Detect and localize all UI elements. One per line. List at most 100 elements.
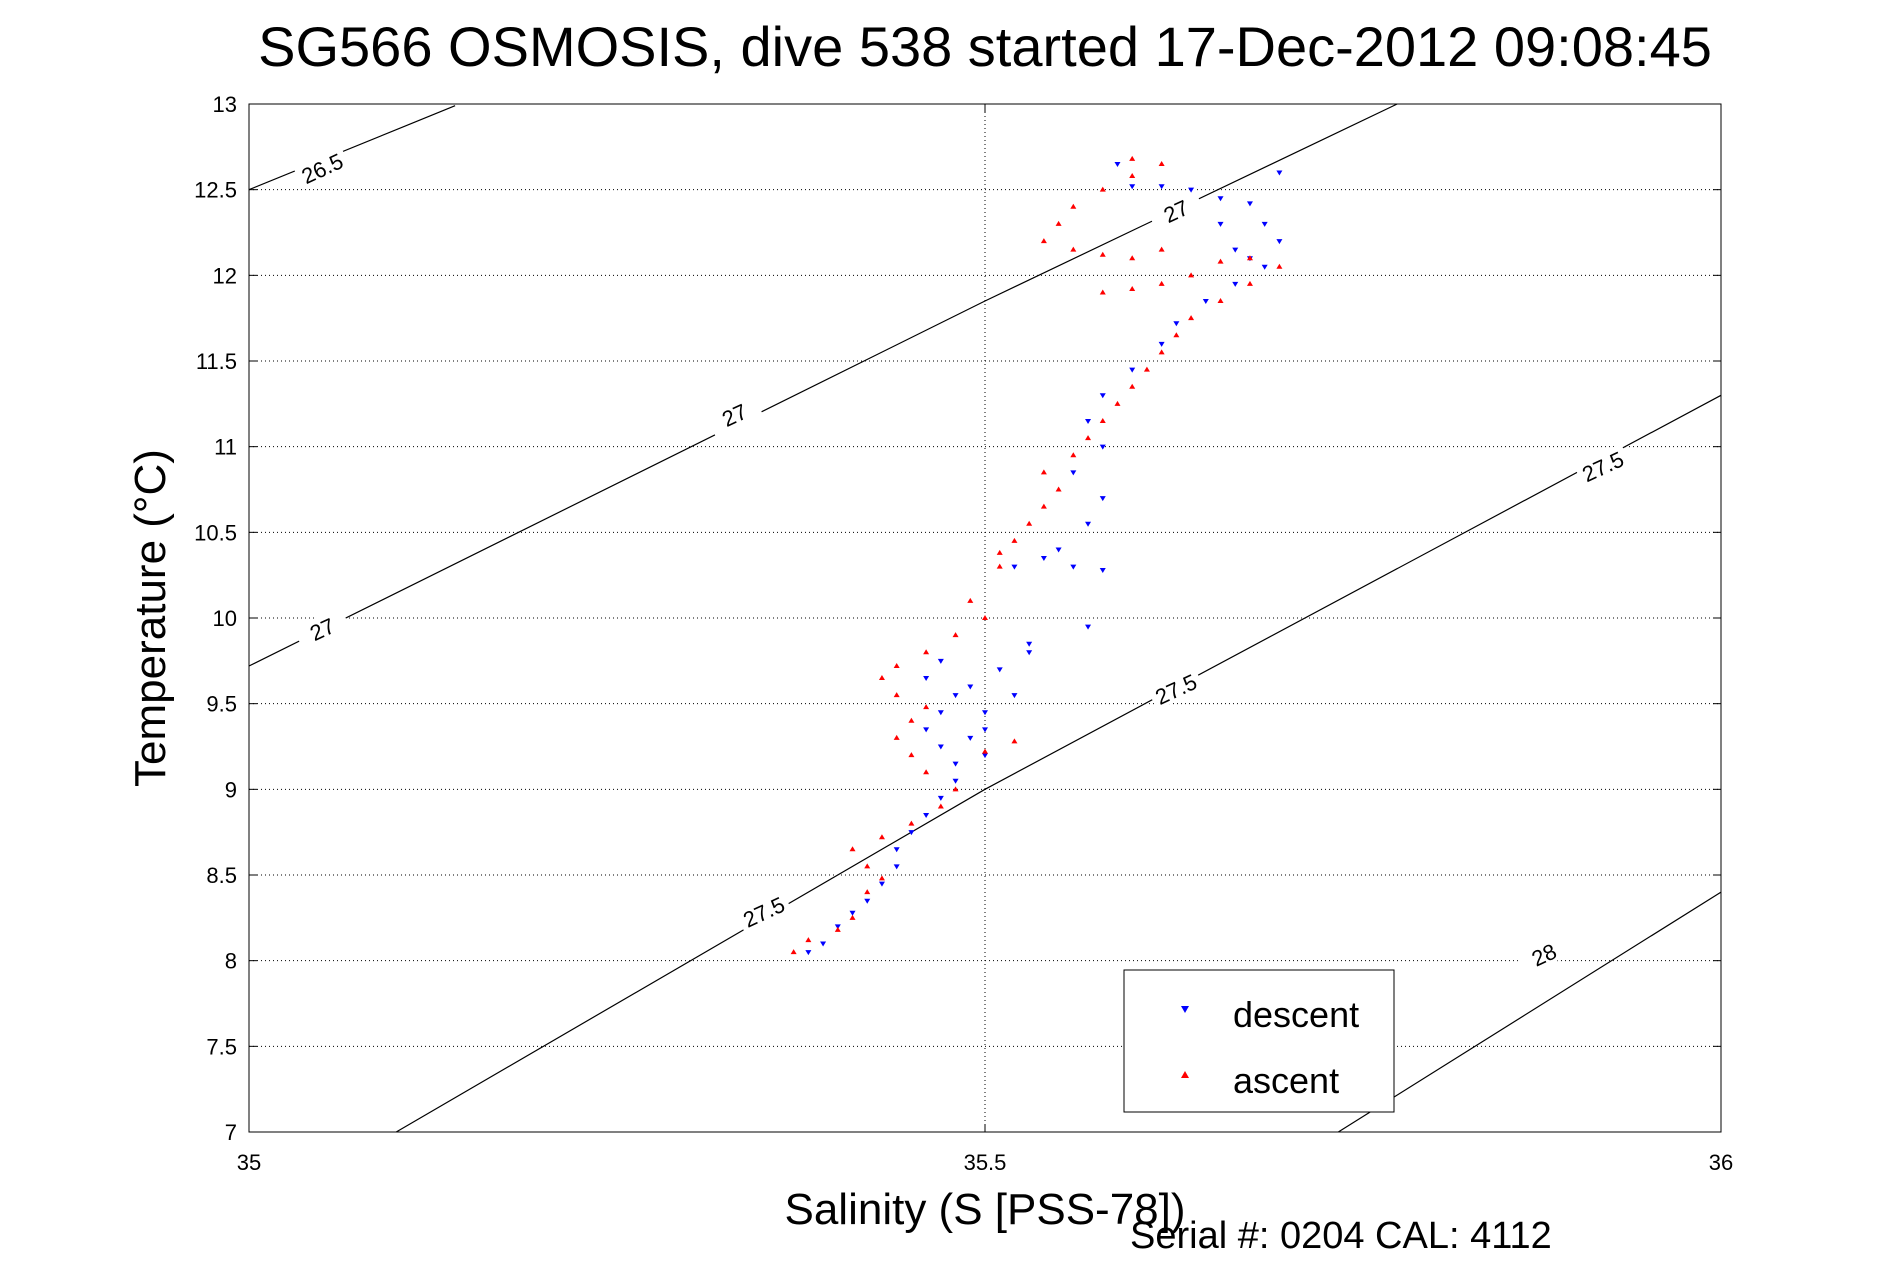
descent-point bbox=[1217, 196, 1224, 202]
descent-point bbox=[982, 710, 988, 716]
ascent-point bbox=[893, 662, 900, 668]
ascent-point bbox=[952, 786, 959, 792]
descent-point bbox=[952, 778, 959, 784]
ascent-point bbox=[1011, 738, 1018, 744]
descent-point bbox=[923, 813, 930, 819]
legend: descent ascent bbox=[1123, 969, 1395, 1113]
descent-point bbox=[1040, 556, 1047, 562]
descent-point bbox=[1173, 321, 1180, 327]
descent-point bbox=[1085, 624, 1092, 630]
ascent-point bbox=[952, 632, 959, 638]
ascent-point bbox=[1246, 255, 1253, 261]
ascent-point bbox=[1026, 520, 1033, 526]
x-tick-label: 35 bbox=[237, 1150, 261, 1175]
ascent-point bbox=[1217, 258, 1224, 264]
axis-ticks: 7 7.5 8 8.5 9 9.5 10 10.5 11 11.5 12 12.5 13 35 35.5 36 bbox=[194, 92, 1733, 1175]
descent-point bbox=[1099, 568, 1106, 574]
descent-point bbox=[923, 727, 930, 733]
serial-cal-footer: Serial #: 0204 CAL: 4112 bbox=[1130, 1215, 1552, 1257]
x-tick-label: 36 bbox=[1709, 1150, 1733, 1175]
y-tick-label: 10.5 bbox=[194, 520, 237, 545]
ascent-point bbox=[849, 914, 856, 920]
descent-point bbox=[1011, 693, 1018, 699]
descent-point bbox=[1026, 641, 1033, 647]
y-tick-label: 13 bbox=[213, 92, 237, 117]
ascent-point bbox=[1276, 263, 1283, 269]
ascent-point bbox=[1173, 332, 1180, 338]
ascent-point bbox=[1129, 286, 1136, 292]
ascent-point bbox=[1246, 280, 1253, 286]
ascent-point bbox=[996, 549, 1003, 555]
descent-point bbox=[1261, 221, 1268, 227]
descent-point bbox=[1114, 161, 1121, 167]
legend-descent-label: descent bbox=[1233, 994, 1359, 1035]
x-axis-label: Salinity (S [PSS-78]) bbox=[784, 1185, 1185, 1234]
descent-point bbox=[1085, 521, 1092, 527]
descent-point bbox=[1276, 239, 1283, 245]
descent-point bbox=[1085, 418, 1092, 424]
ascent-point bbox=[1158, 246, 1165, 252]
descent-point bbox=[1188, 187, 1195, 193]
descent-point bbox=[1202, 299, 1209, 305]
contour-line-27.5 bbox=[395, 394, 1722, 1133]
ascent-point bbox=[1129, 255, 1136, 261]
descent-point bbox=[820, 941, 827, 947]
descent-point bbox=[1099, 496, 1106, 502]
ascent-point bbox=[893, 692, 900, 698]
descent-point bbox=[923, 675, 930, 681]
ascent-point bbox=[1040, 503, 1047, 509]
contour-label-bg bbox=[293, 145, 351, 190]
y-tick-label: 7 bbox=[225, 1120, 237, 1145]
legend-ascent-marker bbox=[1181, 1071, 1189, 1078]
ascent-point bbox=[1055, 220, 1062, 226]
legend-ascent-label: ascent bbox=[1233, 1060, 1339, 1101]
ascent-point bbox=[982, 615, 988, 620]
ascent-point bbox=[1158, 160, 1165, 166]
ascent-point bbox=[1070, 246, 1077, 252]
y-tick-label: 10 bbox=[213, 606, 237, 631]
descent-point bbox=[1217, 221, 1224, 227]
descent-point bbox=[864, 898, 871, 904]
descent-point bbox=[996, 667, 1003, 673]
x-tick-label: 35.5 bbox=[964, 1150, 1007, 1175]
descent-point bbox=[1129, 184, 1136, 190]
ascent-point bbox=[967, 597, 974, 603]
ascent-point bbox=[805, 937, 812, 943]
descent-point bbox=[1070, 564, 1077, 570]
descent-point bbox=[952, 761, 959, 767]
contour-line-27 bbox=[248, 103, 1398, 667]
descent-point bbox=[967, 735, 974, 741]
descent-point bbox=[982, 727, 988, 733]
descent-point bbox=[1232, 281, 1239, 287]
descent-point bbox=[967, 684, 974, 690]
legend-descent-marker bbox=[1181, 1006, 1189, 1013]
ascent-point bbox=[878, 834, 885, 840]
ascent-point bbox=[1099, 417, 1106, 423]
descent-point bbox=[1026, 650, 1033, 656]
descent-point bbox=[1011, 564, 1018, 570]
ascent-point bbox=[878, 875, 885, 881]
ascent-point bbox=[864, 863, 871, 869]
ascent-point bbox=[1143, 366, 1150, 372]
descent-point bbox=[1055, 547, 1062, 553]
ascent-point bbox=[1217, 298, 1224, 304]
ascent-point bbox=[1070, 203, 1077, 209]
ascent-point bbox=[1070, 452, 1077, 458]
y-tick-label: 7.5 bbox=[206, 1034, 237, 1059]
contour-line-26.5 bbox=[248, 105, 456, 191]
y-axis-label: Temperature (°C) bbox=[126, 449, 175, 787]
descent-point bbox=[1261, 264, 1268, 270]
legend-box bbox=[1123, 969, 1395, 1113]
contour-label-bg bbox=[705, 392, 763, 436]
contour-label-bg bbox=[734, 889, 792, 933]
ascent-point bbox=[834, 926, 841, 932]
y-tick-label: 12 bbox=[213, 263, 237, 288]
ascent-point bbox=[1129, 383, 1136, 389]
descent-point bbox=[1246, 201, 1253, 207]
ascent-point bbox=[1114, 400, 1121, 406]
ascent-point bbox=[1040, 469, 1047, 475]
ascent-point bbox=[1011, 537, 1018, 543]
descent-point bbox=[1099, 444, 1106, 450]
ascent-point bbox=[908, 820, 915, 826]
